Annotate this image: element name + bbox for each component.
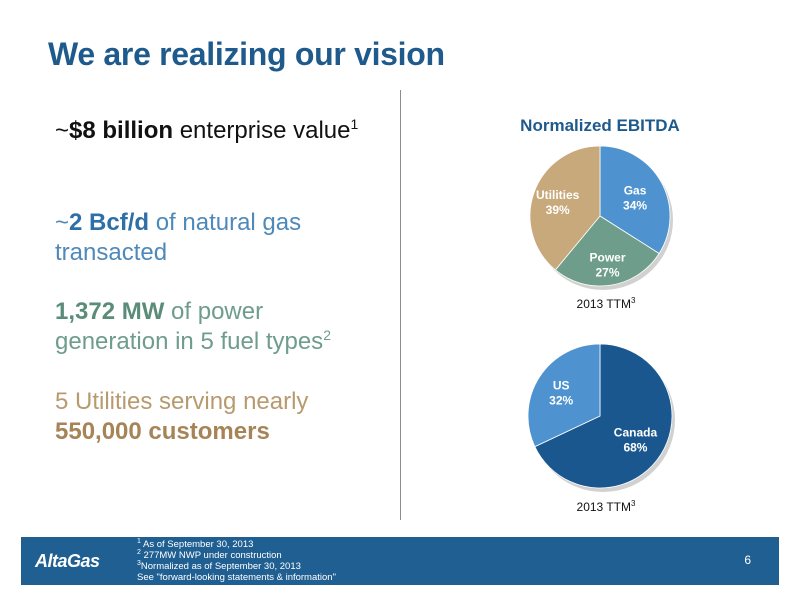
pie-value-power: 27% <box>595 265 619 279</box>
pie-label-power: Power <box>590 250 626 264</box>
footnotes: 1 As of September 30, 2013 2 277MW NWP u… <box>137 537 336 583</box>
footer-bar: AltaGas 1 As of September 30, 2013 2 277… <box>21 537 779 585</box>
pie-label-canada: Canada <box>614 426 658 440</box>
footnote-text: As of September 30, 2013 <box>140 539 254 550</box>
pie-value-us: 32% <box>549 393 573 407</box>
pie-label-us: US <box>553 378 570 392</box>
pie1-caption: 2013 TTM3 <box>536 296 676 312</box>
footnote: See "forward-looking statements & inform… <box>137 572 336 583</box>
gas-prefix: ~ <box>55 209 70 236</box>
footnote-text: 277MW NWP under construction <box>140 550 282 561</box>
footnote-text: See "forward-looking statements & inform… <box>137 572 336 583</box>
pie-label-utilities: Utilities <box>536 188 580 202</box>
stat-power-generation: 1,372 MW of power generation in 5 fuel t… <box>55 297 375 357</box>
pie1-caption-text: 2013 TTM <box>576 297 631 311</box>
page-number: 6 <box>744 553 751 567</box>
pie2-caption-sup: 3 <box>631 499 636 508</box>
stat-natural-gas: ~2 Bcf/d of natural gas transacted <box>55 208 375 268</box>
pie-slice-canada <box>534 343 673 489</box>
ev-bold: $8 billion <box>69 117 174 144</box>
pie-slice-power <box>554 215 660 287</box>
footnote-text: Normalized as of September 30, 2013 <box>140 561 301 572</box>
gas-bold: 2 Bcf/d <box>69 209 150 236</box>
altagas-logo: AltaGas <box>35 551 100 571</box>
pie-value-utilities: 39% <box>546 203 570 217</box>
power-rest: of power generation in 5 fuel types <box>55 298 324 355</box>
pie2-caption-text: 2013 TTM <box>576 500 631 514</box>
slide-title: We are realizing our vision <box>48 36 445 72</box>
pie-label-gas: Gas <box>624 184 647 198</box>
pie-slice-utilities <box>529 145 601 271</box>
footnote-sup: 1 <box>137 537 141 545</box>
util-text: 5 Utilities serving nearly <box>55 388 309 415</box>
footnote: 3Normalized as of September 30, 2013 <box>137 559 336 572</box>
ebitda-chart-title: Normalized EBITDA <box>520 116 680 135</box>
stat-enterprise-value: ~$8 billion enterprise value1 <box>55 116 375 146</box>
footnote: 2 277MW NWP under construction <box>137 548 336 561</box>
pie-slice-us <box>527 343 601 448</box>
vertical-divider <box>400 90 401 520</box>
ev-sup: 1 <box>350 116 359 132</box>
gas-rest: of natural gas transacted <box>55 209 302 266</box>
power-bold: 1,372 MW <box>55 298 165 325</box>
power-sup: 2 <box>323 327 331 343</box>
util-bold: 550,000 customers <box>55 418 270 445</box>
pie1-caption-sup: 3 <box>631 296 636 305</box>
ev-rest: enterprise value <box>173 117 351 144</box>
footnote-sup: 2 <box>137 548 141 556</box>
stat-utilities: 5 Utilities serving nearly 550,000 custom… <box>55 387 375 447</box>
pie-value-gas: 34% <box>623 199 647 213</box>
ev-prefix: ~ <box>55 117 70 144</box>
pie2-caption: 2013 TTM3 <box>536 499 676 515</box>
footnote-sup: 3 <box>137 559 141 567</box>
footnote: 1 As of September 30, 2013 <box>137 537 336 550</box>
pie-value-canada: 68% <box>623 441 647 455</box>
